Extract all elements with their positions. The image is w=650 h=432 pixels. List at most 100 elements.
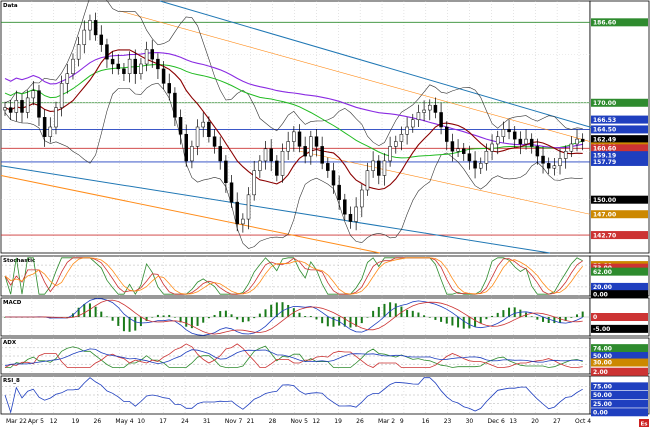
candle-body [348, 213, 353, 222]
candle-body [31, 90, 36, 99]
rsi-line [4, 377, 583, 414]
axis-value-box [591, 115, 648, 124]
candle-body [314, 136, 319, 147]
x-tick-label: 26 [94, 418, 102, 425]
macd-histogram-bar [258, 313, 261, 317]
macd-histogram-bar [502, 310, 505, 317]
macd-histogram-bar [406, 309, 409, 317]
macd-histogram-bar [372, 310, 375, 317]
axis-value-box [591, 399, 648, 408]
axis-value-label: 142.70 [593, 232, 616, 239]
candle-body [495, 136, 500, 145]
macd-histogram-bar [423, 315, 426, 317]
axis-value-label: 50.00 [593, 392, 612, 399]
candle-body [467, 153, 472, 162]
axis-value-label: 25.00 [593, 401, 612, 408]
macd-histogram-bar [224, 310, 227, 317]
candle-body [416, 112, 421, 120]
candle-body [439, 112, 443, 128]
candle-body [280, 150, 285, 176]
x-tick-label: Nov 7 [225, 418, 243, 425]
axis-value-box [591, 210, 648, 219]
candle-body [25, 97, 30, 113]
axis-value-label: 162.49 [593, 136, 616, 143]
macd-histogram-bar [128, 317, 131, 332]
macd-histogram-bar [355, 317, 358, 327]
candle-body [263, 148, 268, 162]
axis-value-box [591, 391, 648, 399]
axis-value-box [591, 313, 648, 321]
x-tick-label: Oct 4 [575, 418, 591, 425]
macd-histogram-bar [196, 317, 199, 326]
macd-histogram-bar [88, 303, 91, 317]
candle-body [569, 143, 574, 152]
candle-body [201, 121, 205, 128]
candle-body [195, 126, 200, 147]
candle-body [360, 189, 364, 208]
macd-histogram-bar [513, 307, 516, 317]
trend-line [0, 165, 551, 254]
macd-histogram-bar [360, 317, 363, 324]
candle-body [382, 160, 387, 176]
candle-body [405, 126, 409, 135]
candle-body [122, 68, 126, 74]
axis-value-box [591, 195, 648, 204]
macd-histogram-bar [105, 316, 108, 318]
candle-body [563, 150, 568, 159]
x-tick-label: 27 [553, 418, 561, 425]
macd-histogram-bar [343, 317, 346, 327]
candle-body [269, 148, 273, 162]
bollinger-upper-line [4, 0, 583, 147]
candle-body [37, 90, 41, 118]
macd-histogram-bar [309, 316, 312, 317]
candle-body [258, 160, 262, 171]
macd-histogram-bar [298, 312, 301, 317]
candle-body [48, 126, 53, 137]
panel-title: RSI_8 [3, 378, 20, 384]
macd-histogram-bar [275, 302, 278, 317]
candle-body [326, 163, 330, 171]
macd-histogram-bar [168, 314, 171, 317]
candle-body [190, 146, 194, 162]
candle-body [433, 104, 438, 113]
macd-histogram-bar [247, 317, 250, 322]
macd-histogram-bar [77, 307, 80, 317]
axis-value-label: 0 [593, 314, 597, 321]
candle-body [173, 92, 177, 118]
macd-histogram-bar [162, 315, 165, 317]
macd-histogram-bar [139, 317, 142, 327]
axis-value-label: 0.00 [593, 291, 608, 298]
candle-body [450, 141, 455, 152]
candle-body [337, 184, 341, 200]
macd-histogram-bar [530, 316, 533, 317]
axis-value-label: 50.00 [593, 353, 612, 360]
candle-body [456, 148, 460, 152]
candle-body [371, 160, 375, 171]
candle-body [388, 146, 392, 162]
macd-histogram-bar [468, 317, 471, 329]
adx-minus-di-line [4, 343, 583, 368]
candle-body [88, 20, 92, 31]
macd-histogram-bar [134, 317, 137, 331]
candle-body [354, 206, 358, 222]
candle-body [65, 73, 70, 84]
trend-line [119, 10, 591, 142]
axis-value-box [591, 382, 648, 391]
macd-histogram-bar [496, 312, 499, 317]
candle-body [512, 131, 517, 140]
macd-histogram-bar [315, 317, 318, 320]
candle-body [59, 83, 64, 108]
macd-histogram-bar [111, 317, 114, 321]
candle-body [309, 136, 313, 157]
macd-histogram-bar [270, 304, 273, 317]
candle-body [161, 68, 166, 84]
candle-body [139, 63, 143, 74]
x-tick-label: 23 [444, 418, 452, 425]
x-tick-label: 12 [50, 418, 58, 425]
candle-body [546, 163, 551, 169]
candle-body [580, 138, 585, 142]
axis-value-label: 150.00 [593, 197, 616, 204]
axis-value-box [591, 282, 648, 291]
panel-frame [0, 0, 591, 254]
